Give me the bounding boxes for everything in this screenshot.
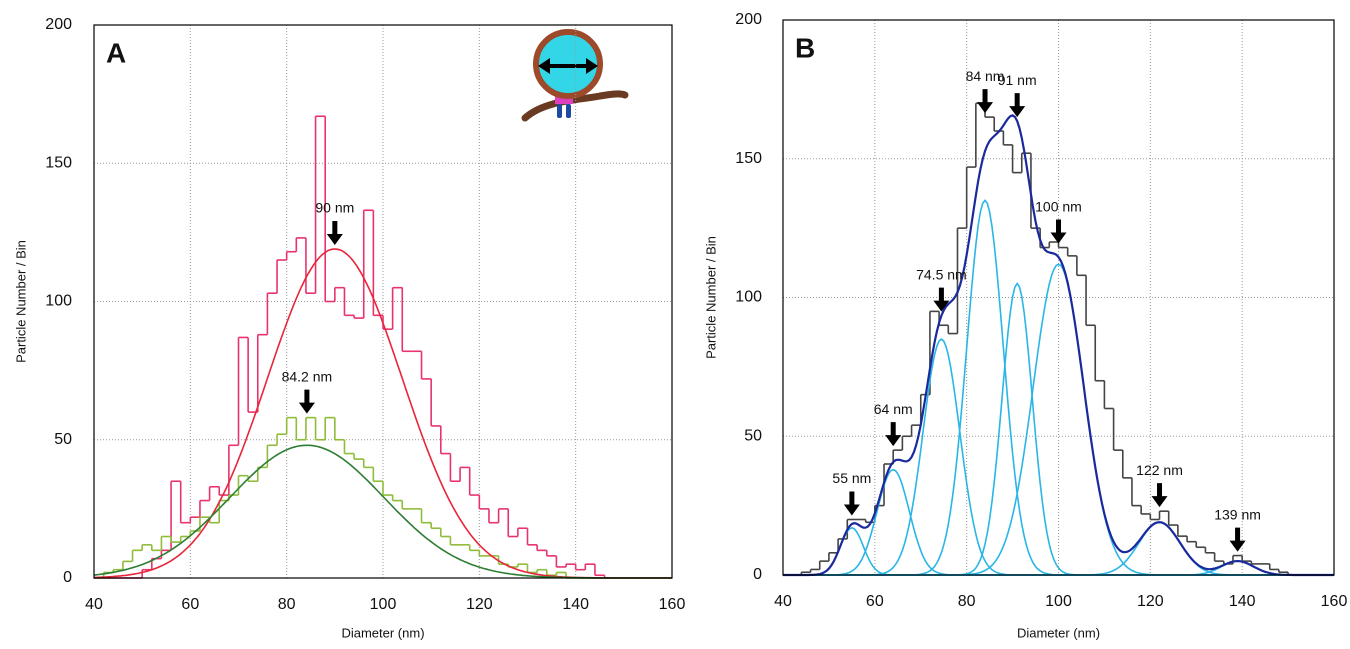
annotation-label: 122 nm [1136,462,1183,478]
plot-frame [93,24,673,579]
annotation-label: 100 nm [1035,198,1082,214]
annotation-label: 84 nm [966,68,1005,84]
x-tick-label: 100 [1045,593,1072,610]
x-tick-label: 120 [1137,593,1164,610]
y-tick-label: 200 [45,16,72,33]
x-tick-label: 40 [774,593,792,610]
plot-frame [782,19,1335,576]
x-tick-label: 120 [466,596,493,613]
cell-icon [521,29,629,122]
x-tick-label: 140 [562,596,589,613]
x-tick-label: 60 [866,593,884,610]
annotation-label: 55 nm [832,470,871,486]
x-tick-label: 140 [1229,593,1256,610]
histogram-riser [800,103,1289,575]
y-axis-title: Particle Number / Bin [13,240,28,363]
panel-letter: B [795,32,815,63]
annotation-arrow [885,422,902,447]
y-tick-label: 0 [63,569,72,586]
sum-curve [783,114,1334,577]
x-tick-label: 80 [278,596,296,613]
y-tick-label: 200 [735,11,762,28]
annotation-label: 139 nm [1214,506,1261,522]
y-tick-label: 0 [753,566,762,583]
annotation-arrow [1151,483,1168,508]
annotation-arrow [326,220,343,245]
annotation-label: 84.2 nm [282,368,333,384]
x-tick-label: 40 [85,596,103,613]
y-tick-label: 150 [735,150,762,167]
x-axis-title: Diameter (nm) [1017,625,1100,640]
annotation-arrow [1009,93,1026,118]
annotation-label: 64 nm [874,401,913,417]
x-tick-label: 80 [958,593,976,610]
annotation-arrow [933,287,950,312]
x-tick-label: 100 [370,596,397,613]
y-axis-title: Particle Number / Bin [703,236,718,359]
panel-letter: A [106,37,126,68]
annotation-arrow [1229,527,1246,552]
x-tick-label: 60 [181,596,199,613]
y-tick-label: 50 [744,427,762,444]
annotation-label: 74.5 nm [916,266,967,282]
x-tick-label: 160 [659,596,686,613]
fit-curve [783,282,1334,576]
annotation-arrow [843,491,860,516]
y-tick-label: 100 [45,293,72,310]
x-tick-label: 160 [1321,593,1348,610]
annotation-arrow [1050,219,1067,244]
annotation-arrow [977,89,994,114]
y-tick-label: 100 [735,289,762,306]
y-tick-label: 150 [45,154,72,171]
y-tick-label: 50 [54,431,72,448]
annotation-label: 90 nm [315,200,354,216]
x-axis-title: Diameter (nm) [341,625,424,640]
annotation-label: 91 nm [998,72,1037,88]
annotation-arrow [298,389,315,414]
